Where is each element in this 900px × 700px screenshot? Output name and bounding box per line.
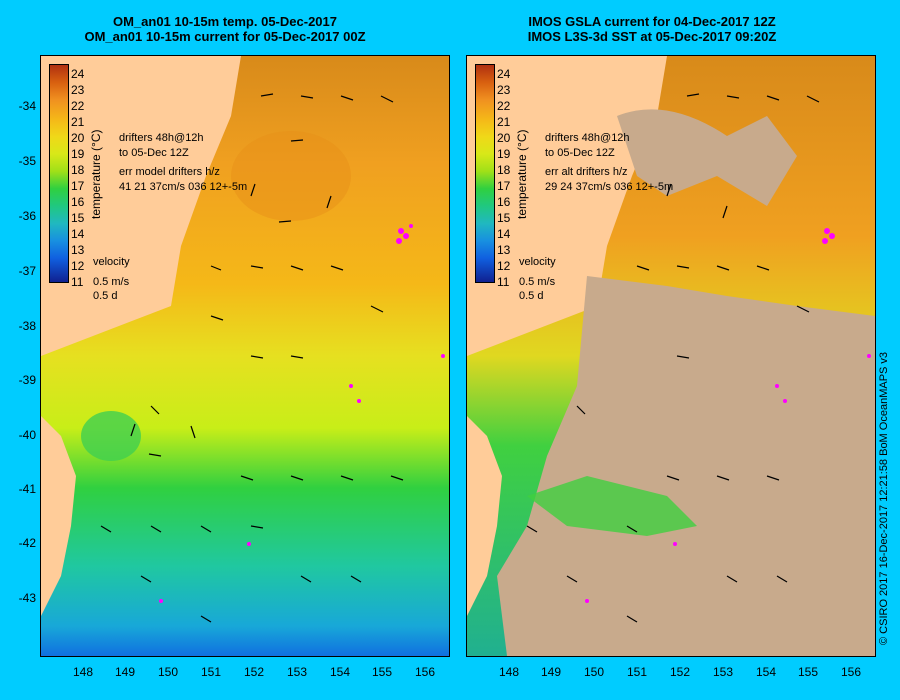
drifter-note: drifters 48h@12h: [119, 132, 204, 144]
lat-tick: -37: [18, 264, 36, 278]
lon-tick: 151: [626, 665, 648, 679]
model-temperature-map: 24 23 22 21 20 19 18 17 16 15 14 13 12 1…: [40, 55, 450, 657]
lon-tick: 150: [583, 665, 605, 679]
colorbar-tick: 14: [497, 227, 511, 241]
lon-tick: 148: [72, 665, 94, 679]
colorbar-tick: 15: [71, 211, 85, 225]
lon-tick: 155: [797, 665, 819, 679]
drifter-note: to 05-Dec 12Z: [545, 147, 615, 159]
colorbar-tick: 13: [497, 243, 511, 257]
lon-tick: 156: [840, 665, 862, 679]
lat-tick: -34: [18, 99, 36, 113]
velocity-speed: 0.5 m/s: [93, 276, 130, 288]
lon-tick: 149: [114, 665, 136, 679]
lon-tick: 153: [286, 665, 308, 679]
lon-tick: 154: [755, 665, 777, 679]
colorbar-tick: 16: [497, 195, 511, 209]
error-note: 29 24 37cm/s 036 12+-5m: [545, 181, 674, 193]
colorbar-tick: 15: [497, 211, 511, 225]
lat-tick: -40: [18, 428, 36, 442]
lat-tick: -42: [18, 536, 36, 550]
sst-field: [467, 56, 875, 656]
lon-tick: 155: [371, 665, 393, 679]
lon-tick: 156: [414, 665, 436, 679]
left-title-line1: OM_an01 10-15m temp. 05-Dec-2017: [112, 14, 337, 29]
colorbar-tick: 21: [497, 115, 511, 129]
colorbar-tick: 16: [71, 195, 85, 209]
lat-tick: -36: [18, 209, 36, 223]
drifter-note: to 05-Dec 12Z: [119, 147, 189, 159]
colorbar-tick: 24: [497, 67, 511, 81]
temperature-colorbar: [475, 64, 495, 283]
satellite-sst-map: 24 23 22 21 20 19 18 17 16 15 14 13 12 1…: [466, 55, 876, 657]
colorbar-tick: 11: [497, 275, 510, 289]
lon-tick: 153: [712, 665, 734, 679]
colorbar-tick: 19: [71, 147, 85, 161]
colorbar-tick: 13: [71, 243, 85, 257]
colorbar-label: temperature (°C): [515, 129, 529, 220]
colorbar-label: temperature (°C): [89, 129, 103, 220]
lon-tick: 151: [200, 665, 222, 679]
colorbar-tick: 21: [71, 115, 85, 129]
lat-tick: -41: [18, 482, 36, 496]
left-title-line2: OM_an01 10-15m current for 05-Dec-2017 0…: [84, 29, 366, 44]
colorbar-tick: 22: [497, 99, 511, 113]
right-title-line2: IMOS L3S-3d SST at 05-Dec-2017 09:20Z: [527, 29, 777, 44]
colorbar-tick: 11: [71, 275, 84, 289]
colorbar-tick: 20: [71, 131, 85, 145]
colorbar-tick: 12: [497, 259, 511, 273]
drifter-note: drifters 48h@12h: [545, 132, 630, 144]
colorbar-tick: 14: [71, 227, 85, 241]
velocity-label: velocity: [93, 256, 130, 268]
lat-tick: -39: [18, 373, 36, 387]
lon-tick: 149: [540, 665, 562, 679]
colorbar-tick: 23: [71, 83, 85, 97]
error-note: err model drifters h/z: [119, 166, 220, 178]
temperature-field: [41, 56, 449, 656]
right-panel-title: IMOS GSLA current for 04-Dec-2017 12Z IM…: [437, 14, 867, 44]
velocity-label: velocity: [519, 256, 556, 268]
colorbar-tick: 20: [497, 131, 511, 145]
temperature-colorbar: [49, 64, 69, 283]
lon-tick: 152: [243, 665, 265, 679]
lat-tick: -38: [18, 319, 36, 333]
colorbar-tick: 19: [497, 147, 511, 161]
colorbar-tick: 17: [71, 179, 85, 193]
lat-tick: -35: [18, 154, 36, 168]
error-note: err alt drifters h/z: [545, 166, 628, 178]
velocity-time: 0.5 d: [519, 290, 544, 302]
colorbar-tick: 17: [497, 179, 511, 193]
error-note: 41 21 37cm/s 036 12+-5m: [119, 181, 248, 193]
colorbar-tick: 18: [71, 163, 85, 177]
lon-tick: 150: [157, 665, 179, 679]
lon-tick: 148: [498, 665, 520, 679]
velocity-time: 0.5 d: [93, 290, 118, 302]
lat-tick: -43: [18, 591, 36, 605]
lon-tick: 152: [669, 665, 691, 679]
copyright-credit: © CSIRO 2017 16-Dec-2017 12:21:58 BoM Oc…: [878, 351, 890, 645]
colorbar-tick: 18: [497, 163, 511, 177]
colorbar-tick: 22: [71, 99, 85, 113]
velocity-speed: 0.5 m/s: [519, 276, 556, 288]
colorbar-tick: 12: [71, 259, 85, 273]
right-title-line1: IMOS GSLA current for 04-Dec-2017 12Z: [528, 14, 776, 29]
left-panel-title: OM_an01 10-15m temp. 05-Dec-2017 OM_an01…: [10, 14, 440, 44]
colorbar-tick: 24: [71, 67, 85, 81]
lon-tick: 154: [329, 665, 351, 679]
colorbar-tick: 23: [497, 83, 511, 97]
